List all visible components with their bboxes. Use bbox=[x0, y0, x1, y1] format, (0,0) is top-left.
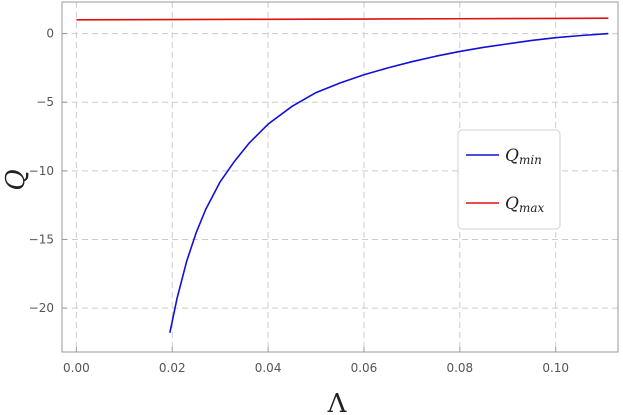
x-tick-label: 0.08 bbox=[446, 361, 473, 375]
series-lines bbox=[76, 17, 609, 333]
y-axis-ticks: 0 −5 −10 −15 −20 bbox=[29, 27, 67, 315]
series-line-min bbox=[169, 32, 609, 333]
grid-lines bbox=[62, 2, 618, 352]
y-tick-label: −20 bbox=[29, 301, 54, 315]
y-tick-label: 0 bbox=[46, 27, 54, 41]
legend: Qmin Qmax bbox=[457, 129, 561, 230]
legend-label-qmax-sub: max bbox=[519, 201, 545, 215]
legend-box bbox=[457, 129, 561, 230]
legend-label-qmin-sub: min bbox=[519, 153, 542, 167]
y-axis-title: Q bbox=[1, 169, 31, 190]
x-axis-ticks: 0.00 0.02 0.04 0.06 0.08 0.10 bbox=[63, 347, 569, 375]
legend-label-qmax: Qmax bbox=[505, 194, 544, 215]
legend-label-qmin-main: Q bbox=[505, 146, 519, 166]
x-axis-title: Λ bbox=[327, 389, 348, 415]
legend-label-qmin: Qmin bbox=[505, 146, 542, 167]
y-tick-label: −15 bbox=[29, 232, 54, 246]
x-tick-label: 0.00 bbox=[63, 361, 90, 375]
plot-frame bbox=[61, 1, 619, 353]
x-tick-label: 0.10 bbox=[542, 361, 569, 375]
series-line-max bbox=[76, 17, 609, 21]
x-tick-label: 0.04 bbox=[255, 361, 282, 375]
y-tick-label: −5 bbox=[36, 95, 54, 109]
legend-label-qmax-main: Q bbox=[505, 194, 519, 214]
x-tick-label: 0.06 bbox=[351, 361, 378, 375]
y-tick-label: −10 bbox=[29, 164, 54, 178]
x-tick-label: 0.02 bbox=[159, 361, 186, 375]
